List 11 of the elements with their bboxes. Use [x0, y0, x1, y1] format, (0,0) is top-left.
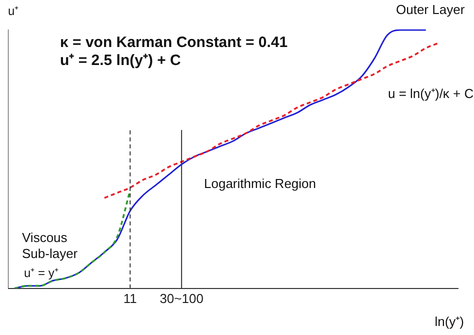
- annotation: Viscous Sub-layer: [22, 230, 78, 262]
- annotation: κ = von Karman Constant = 0.41: [60, 34, 288, 52]
- annotation: u = ln(y⁺)/κ + C: [388, 86, 474, 102]
- y-axis-title: u⁺: [8, 3, 19, 19]
- x-tick-label: 30~100: [160, 290, 204, 306]
- annotation: Logarithmic Region: [204, 176, 316, 192]
- x-tick-label: 11: [123, 290, 137, 306]
- annotation: u⁺ = y⁺: [24, 266, 58, 280]
- x-axis-title: ln(y⁺): [434, 313, 464, 330]
- annotation: u⁺ = 2.5 ln(y⁺) + C: [60, 52, 181, 70]
- text: Outer Layer: [396, 2, 465, 18]
